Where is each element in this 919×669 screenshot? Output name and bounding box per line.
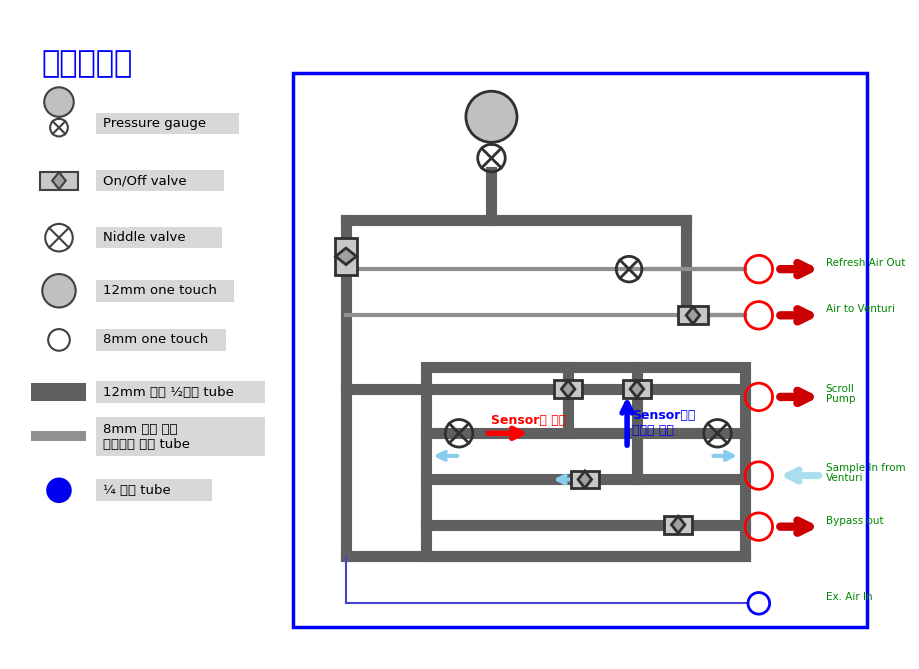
Bar [677,306,707,324]
FancyBboxPatch shape [96,381,265,403]
Polygon shape [52,172,65,189]
Text: 8mm 또는 그에: 8mm 또는 그에 [103,423,177,436]
Text: 12mm 또는 ½인치 tube: 12mm 또는 ½인치 tube [103,385,233,399]
Text: Scroll: Scroll [824,384,854,394]
Text: 12mm one touch: 12mm one touch [103,284,217,297]
Text: Venturi: Venturi [824,472,862,482]
Polygon shape [335,248,356,265]
Polygon shape [577,471,591,488]
Text: Air to Venturi: Air to Venturi [824,304,893,314]
Bar [622,380,650,398]
Bar [554,380,581,398]
Text: Sensor에서
펜프로 연결: Sensor에서 펜프로 연결 [631,409,695,438]
FancyBboxPatch shape [96,417,265,456]
Text: Bypass out: Bypass out [824,516,882,526]
Text: Sample In from: Sample In from [824,463,904,473]
FancyBboxPatch shape [96,329,226,351]
Text: Sensor에 연결: Sensor에 연결 [491,414,566,427]
Bar [292,72,866,627]
Polygon shape [686,307,699,324]
Bar [335,237,357,275]
FancyBboxPatch shape [96,480,212,501]
FancyBboxPatch shape [96,280,233,302]
Text: ¼ 인치 tube: ¼ 인치 tube [103,484,171,497]
Circle shape [46,478,72,503]
Bar [31,383,86,401]
Text: Pressure gauge: Pressure gauge [103,117,206,130]
Circle shape [42,274,75,308]
Polygon shape [630,381,643,397]
Text: 8mm one touch: 8mm one touch [103,333,209,347]
Polygon shape [561,381,574,397]
Text: Niddle valve: Niddle valve [103,231,186,244]
FancyBboxPatch shape [96,113,239,134]
Text: 진공흡입시: 진공흡입시 [41,49,132,78]
Text: Ex. Air In: Ex. Air In [824,593,871,602]
Bar [31,432,86,441]
Text: Pump: Pump [824,394,855,404]
Bar [571,470,598,488]
Circle shape [44,87,74,117]
Bar [40,172,77,189]
FancyBboxPatch shape [96,227,221,248]
Text: 상용하는 인치 tube: 상용하는 인치 tube [103,438,190,451]
Text: Refresh Air Out: Refresh Air Out [824,258,904,268]
Bar [425,367,744,556]
Circle shape [465,91,516,142]
Bar [664,516,691,534]
Text: On/Off valve: On/Off valve [103,174,187,187]
Polygon shape [671,516,685,533]
FancyBboxPatch shape [96,170,224,191]
